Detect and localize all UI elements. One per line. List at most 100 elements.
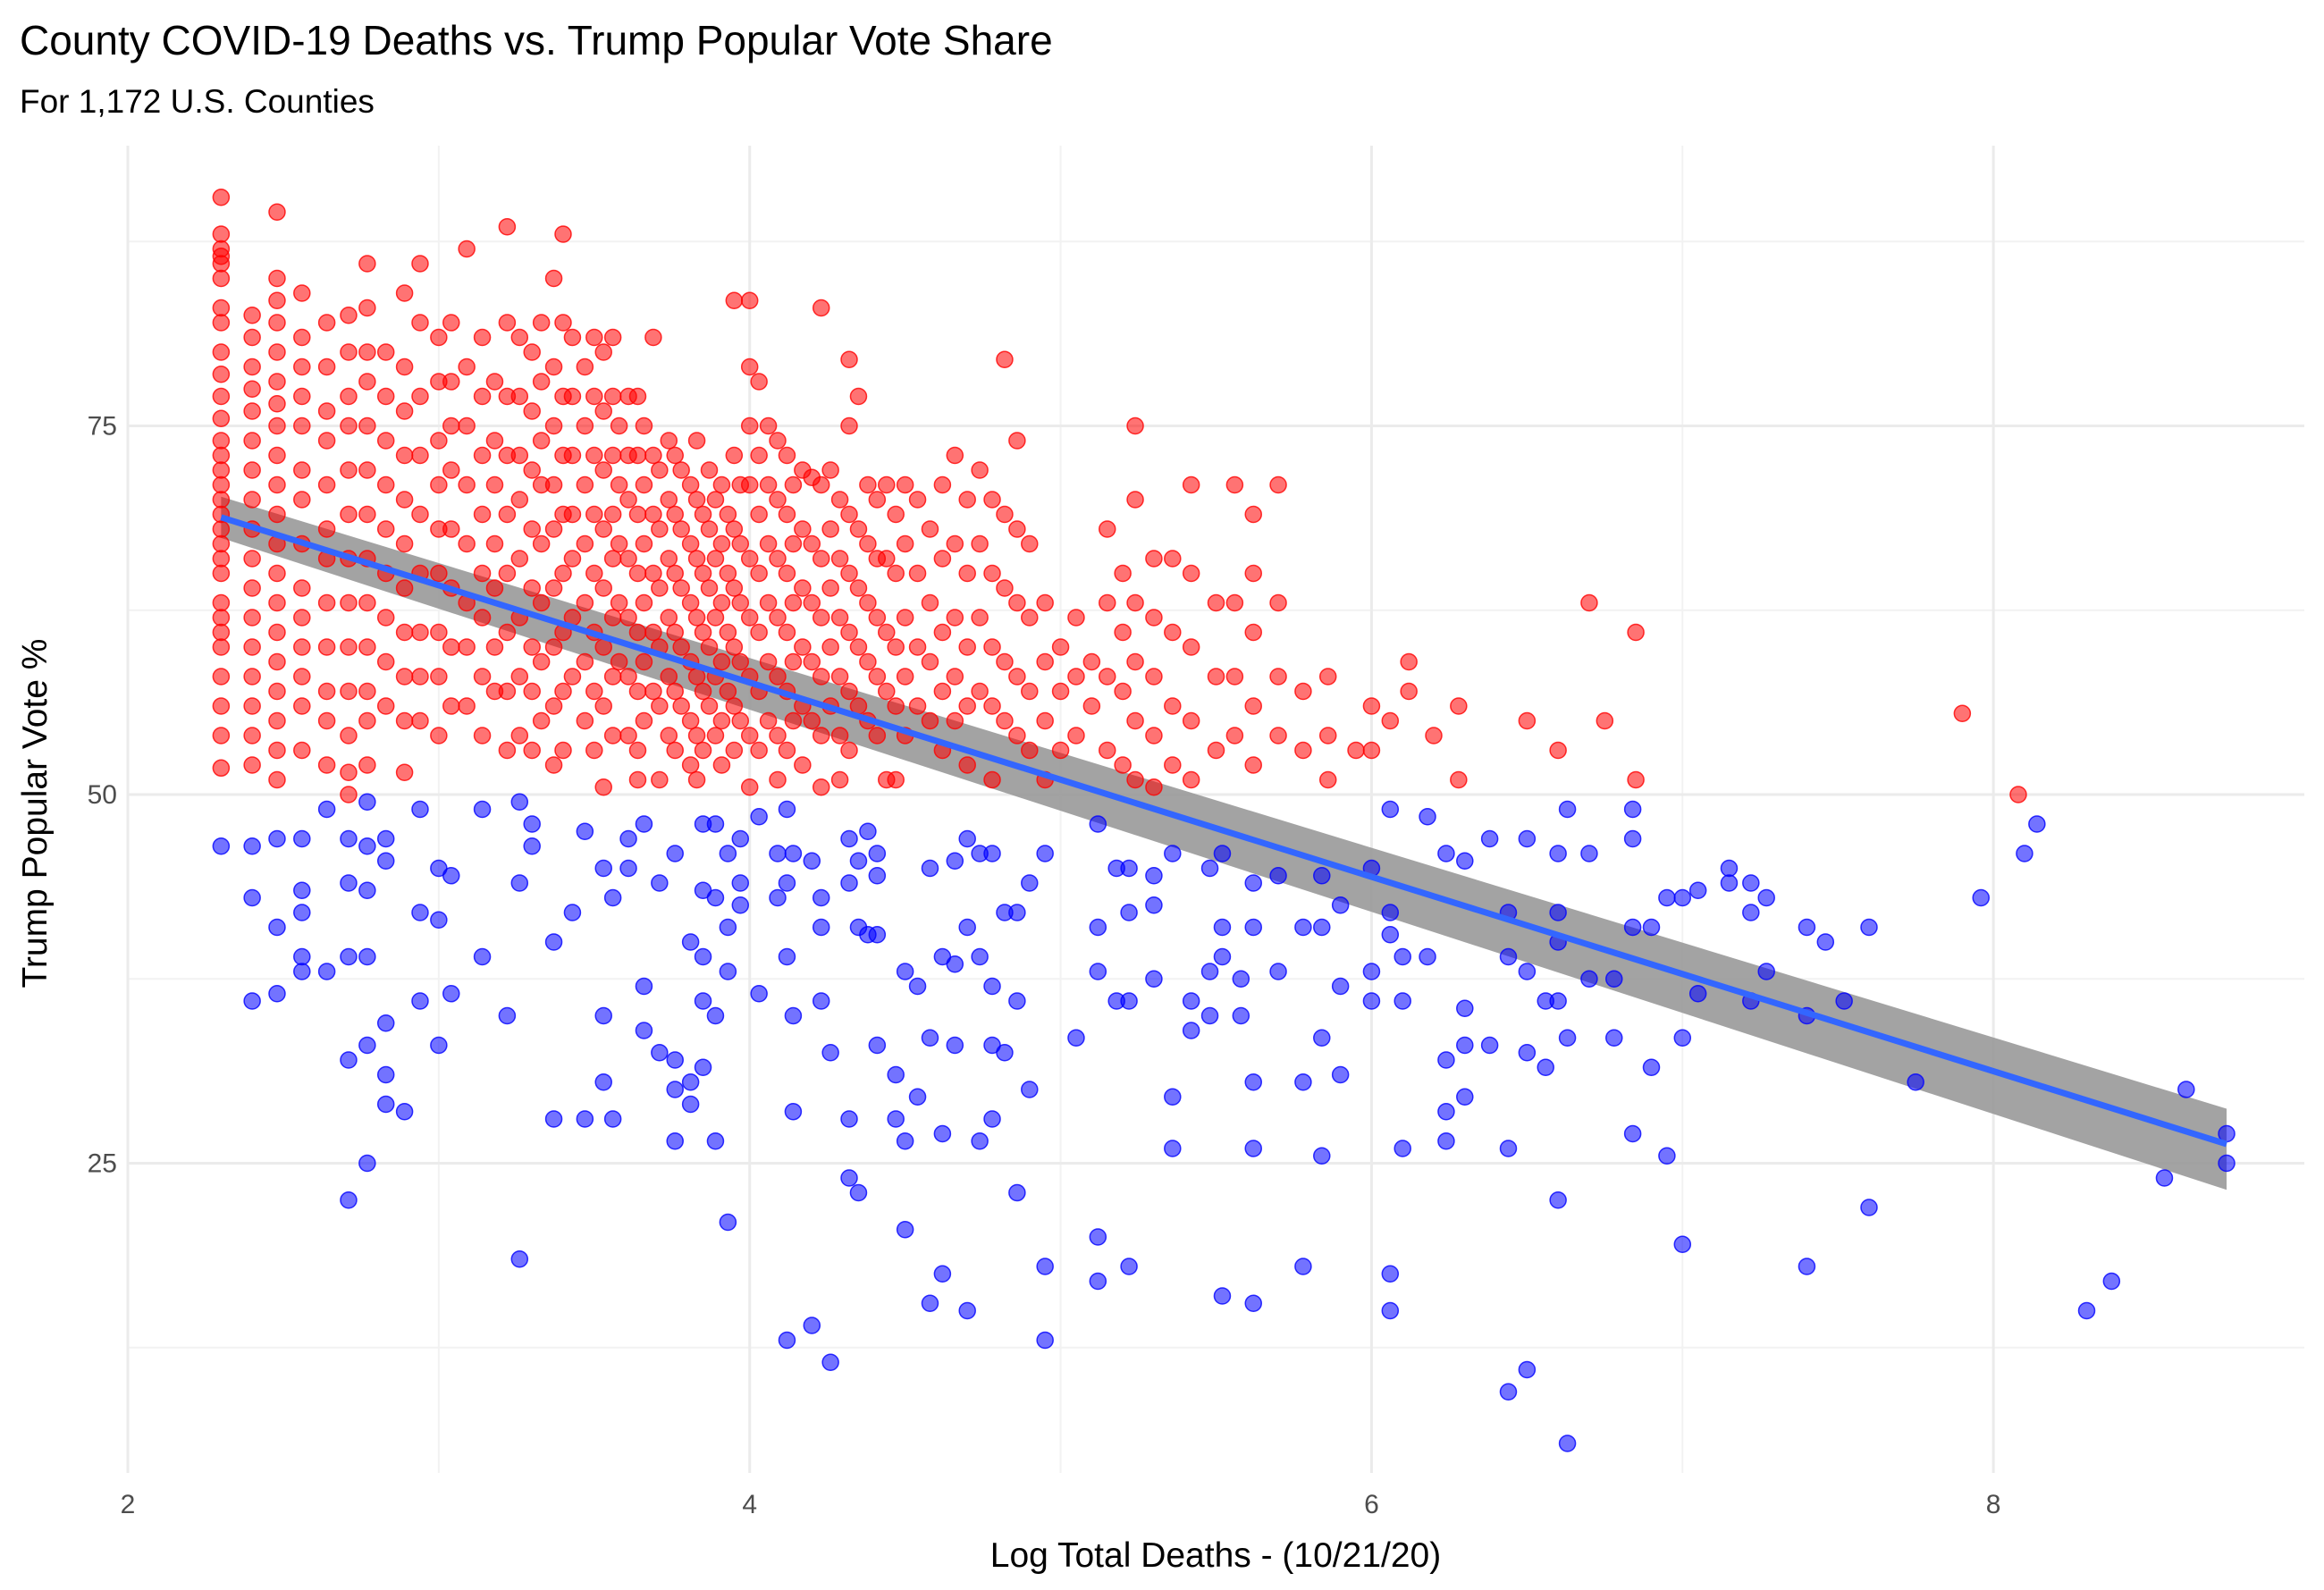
data-point: [958, 638, 976, 656]
data-point: [933, 623, 952, 642]
data-point: [921, 711, 939, 730]
data-point: [725, 291, 744, 309]
data-point: [971, 534, 989, 553]
data-point: [1036, 1258, 1054, 1275]
x-tick-label: 4: [742, 1490, 757, 1519]
data-point: [868, 609, 887, 627]
data-point: [358, 947, 376, 966]
data-point: [485, 638, 504, 656]
data-point: [794, 520, 812, 538]
x-axis-ticks: 2 4 6 8: [121, 1490, 2001, 1519]
data-point: [212, 759, 231, 778]
data-point: [340, 307, 358, 324]
data-point: [896, 475, 914, 494]
data-point: [644, 623, 662, 642]
data-point: [1499, 1140, 1518, 1157]
data-point: [778, 623, 796, 642]
data-point: [293, 741, 311, 760]
data-point: [243, 668, 261, 686]
data-point: [563, 505, 582, 524]
data-point: [694, 682, 712, 701]
data-point: [868, 867, 887, 885]
data-point: [849, 1183, 868, 1202]
data-point: [1145, 609, 1163, 627]
data-point: [1126, 416, 1144, 435]
data-point: [411, 314, 429, 332]
data-point: [268, 291, 286, 309]
data-point: [523, 343, 541, 361]
data-point: [784, 1103, 803, 1121]
data-point: [1200, 963, 1219, 980]
data-point: [666, 845, 684, 862]
data-point: [554, 741, 572, 760]
data-point: [660, 432, 678, 450]
data-point: [243, 756, 261, 774]
data-point: [840, 682, 858, 701]
data-point: [694, 1058, 712, 1076]
data-point: [268, 829, 286, 848]
data-point: [430, 668, 448, 686]
data-point: [1207, 741, 1225, 760]
data-point: [358, 837, 376, 855]
data-point: [576, 652, 594, 671]
data-point: [878, 550, 896, 568]
data-point: [1213, 918, 1232, 937]
data-point: [340, 1051, 358, 1069]
data-point: [212, 837, 231, 855]
data-point: [523, 402, 541, 420]
data-point: [243, 550, 261, 568]
data-point: [946, 955, 964, 973]
data-point: [544, 475, 563, 494]
data-point: [1008, 904, 1026, 921]
data-point: [769, 491, 787, 509]
data-point: [803, 711, 821, 730]
data-point: [750, 808, 768, 826]
data-point: [442, 520, 460, 538]
data-point: [243, 328, 261, 347]
data-point: [340, 461, 358, 479]
data-point: [1182, 770, 1200, 789]
data-point: [803, 534, 821, 553]
data-point: [603, 387, 622, 406]
data-point: [635, 711, 653, 730]
data-point: [759, 475, 778, 494]
data-point: [430, 475, 448, 494]
data-point: [473, 446, 492, 465]
data-point: [358, 255, 376, 273]
data-point: [666, 564, 684, 583]
data-point: [1269, 963, 1287, 980]
data-point: [510, 727, 529, 745]
data-point: [1120, 1258, 1138, 1275]
data-point: [1331, 896, 1350, 914]
data-point: [268, 416, 286, 435]
data-point: [731, 593, 750, 612]
data-point: [1549, 1191, 1567, 1209]
data-point: [725, 446, 744, 465]
data-point: [376, 432, 395, 450]
data-point: [576, 534, 594, 553]
data-point: [1036, 652, 1054, 671]
data-point: [1642, 1058, 1661, 1076]
data-point: [1394, 992, 1411, 1010]
data-point: [532, 534, 551, 553]
data-point: [1164, 1088, 1182, 1106]
data-point: [958, 564, 976, 583]
data-point: [887, 1110, 905, 1128]
data-point: [706, 888, 725, 907]
data-point: [411, 505, 429, 524]
data-point: [1036, 845, 1054, 862]
data-point: [784, 475, 803, 494]
data-point: [983, 638, 1001, 656]
data-point: [376, 387, 395, 406]
data-point: [442, 416, 460, 435]
data-point: [946, 609, 964, 627]
data-point: [1381, 904, 1400, 921]
data-point: [1580, 593, 1598, 612]
data-point: [585, 446, 603, 465]
data-point: [340, 416, 358, 435]
data-point: [666, 623, 684, 642]
data-point: [563, 904, 582, 921]
data-point: [921, 1029, 939, 1047]
data-point: [340, 682, 358, 701]
data-point: [681, 756, 700, 774]
